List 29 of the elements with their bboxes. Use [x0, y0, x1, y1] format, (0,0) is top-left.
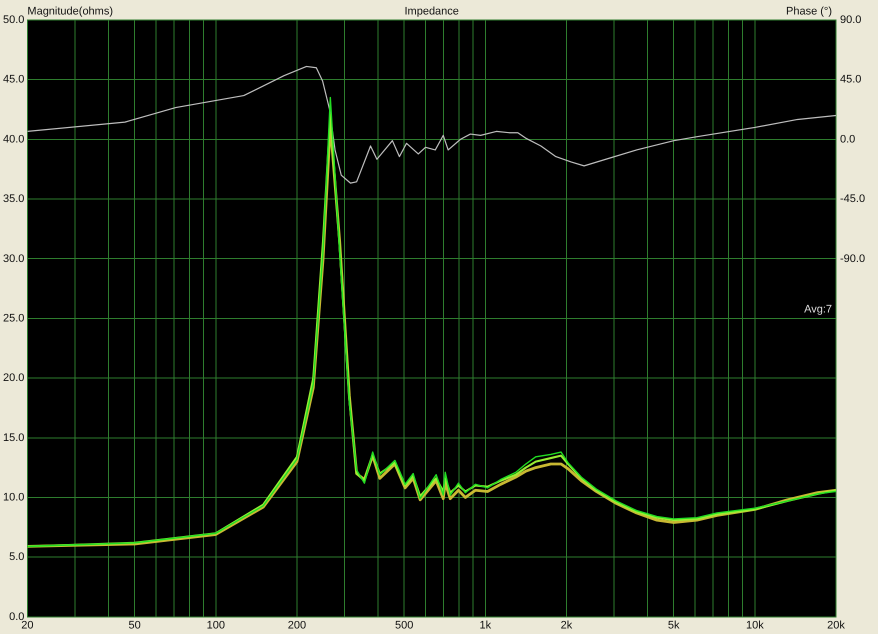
x-tick-label: 50 — [128, 619, 141, 632]
x-tick-label: 20 — [21, 619, 34, 632]
y-tick-label: 35.0 — [2, 193, 24, 206]
y2-tick-label: -90.0 — [840, 252, 866, 265]
y-tick-label: 50.0 — [2, 14, 24, 26]
y2-tick-label: 0.0 — [840, 133, 856, 146]
y-tick-label: 10.0 — [2, 491, 24, 504]
x-tick-label: 500 — [395, 619, 414, 632]
x-tick-label: 5k — [668, 619, 680, 632]
y-tick-label: 20.0 — [2, 372, 24, 384]
x-tick-label: 200 — [288, 619, 306, 632]
x-tick-label: 10k — [746, 619, 764, 632]
y-tick-label: 40.0 — [2, 133, 24, 146]
y2-tick-label: 90.0 — [840, 14, 862, 26]
annotation: Avg:7 — [804, 303, 832, 316]
x-tick-label: 2k — [560, 619, 573, 632]
y-tick-label: 45.0 — [2, 74, 24, 86]
x-tick-label: 1k — [480, 619, 492, 632]
y2-axis-title: Phase (°) — [786, 6, 832, 18]
y-axis-title: Magnitude(ohms) — [27, 6, 114, 18]
chart-title: Impedance — [404, 6, 459, 18]
x-tick-label: 20k — [827, 619, 846, 632]
y-tick-label: 25.0 — [2, 312, 24, 324]
y-tick-label: 5.0 — [9, 551, 24, 564]
y2-tick-label: -45.0 — [840, 193, 866, 206]
x-tick-label: 100 — [206, 619, 225, 632]
y-tick-label: 15.0 — [2, 432, 24, 444]
y-tick-label: 30.0 — [2, 252, 24, 265]
y2-tick-label: 45.0 — [840, 74, 862, 86]
